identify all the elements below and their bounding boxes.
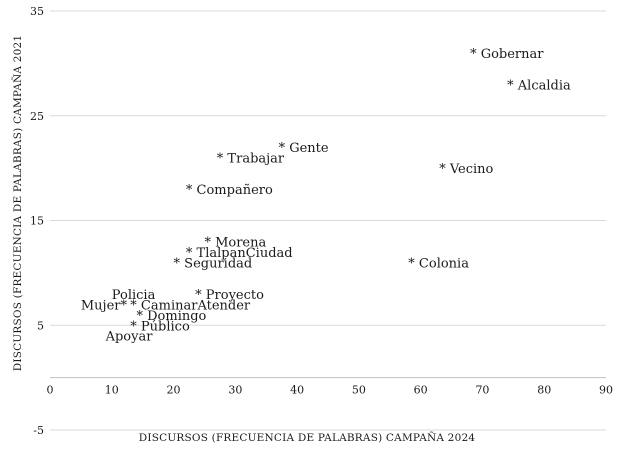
- x-tick-label: 0: [47, 384, 54, 397]
- data-point: * CaminarAtender: [130, 298, 251, 313]
- x-tick-label: 70: [475, 384, 489, 397]
- data-point: * Trabajar: [217, 152, 285, 167]
- x-tick-label: 90: [599, 384, 613, 397]
- y-tick-label: 25: [30, 110, 44, 123]
- point-label: Mujer*: [81, 298, 128, 313]
- data-point: * Gobernar: [470, 47, 544, 62]
- point-label: * Compañero: [186, 183, 273, 198]
- x-tick-label: 50: [352, 384, 366, 397]
- data-point: * Público: [130, 319, 190, 334]
- point-label: Apoyar: [105, 330, 154, 345]
- y-tick-label: 5: [37, 319, 44, 332]
- data-point: * Compañero: [186, 183, 273, 198]
- x-tick-label: 40: [290, 384, 304, 397]
- point-label: * Público: [130, 319, 190, 334]
- point-label: * Gobernar: [470, 47, 544, 62]
- point-label: Policia: [112, 288, 156, 303]
- data-points: * Gobernar * Alcaldia * Gente* Trabajar * V…: [81, 47, 571, 345]
- data-point: * Alcaldia: [507, 78, 571, 93]
- point-label: * Domingo: [136, 309, 206, 324]
- data-point: Policia: [112, 288, 156, 303]
- point-label: * Colonia: [408, 256, 469, 271]
- data-point: * Vecino: [439, 162, 493, 177]
- data-point: * Seguridad: [174, 256, 253, 271]
- point-label: * Alcaldia: [507, 78, 571, 93]
- x-tick-label: 30: [228, 384, 242, 397]
- data-point: * Domingo: [136, 309, 206, 324]
- data-point: * Proyecto: [195, 288, 264, 303]
- data-point: * TlalpanCiudad: [186, 246, 293, 261]
- point-label: * Morena: [204, 235, 266, 250]
- tick-labels: -5 5 15 25 35 0 10 20 30 40 50 60 70 80 90: [30, 5, 613, 437]
- point-label: * TlalpanCiudad: [186, 246, 293, 261]
- y-tick-label: 15: [30, 215, 44, 228]
- y-axis-title: DISCURSOS (FRECUENCIA DE PALABRAS) CAMPA…: [10, 35, 24, 371]
- point-label: * Gente: [279, 141, 329, 156]
- y-tick-label: 35: [30, 5, 44, 18]
- x-tick-label: 10: [105, 384, 119, 397]
- data-point: Mujer*: [81, 298, 128, 313]
- data-point: * Colonia: [408, 256, 469, 271]
- point-label: * Seguridad: [174, 256, 253, 271]
- y-tick-label: -5: [33, 424, 44, 437]
- point-label: * Proyecto: [195, 288, 264, 303]
- x-tick-label: 80: [537, 384, 551, 397]
- point-label: * CaminarAtender: [130, 298, 251, 313]
- data-point: Apoyar: [105, 330, 154, 345]
- point-label: * Trabajar: [217, 152, 285, 167]
- grid-layer: [50, 10, 606, 431]
- data-point: * Gente: [279, 141, 329, 156]
- x-tick-label: 60: [414, 384, 428, 397]
- x-axis-title: DISCURSOS (FRECUENCIA DE PALABRAS) CAMPA…: [139, 430, 476, 444]
- x-tick-label: 20: [167, 384, 181, 397]
- point-label: * Vecino: [439, 162, 493, 177]
- data-point: * Morena: [204, 235, 266, 250]
